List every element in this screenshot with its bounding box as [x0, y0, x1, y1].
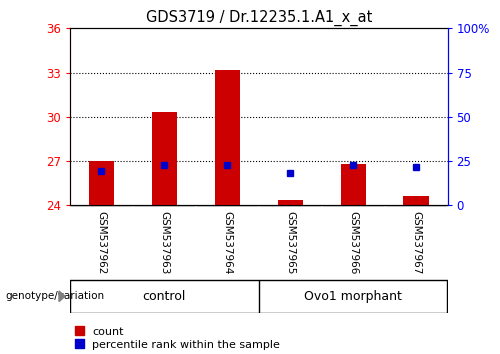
- Bar: [75, 339, 84, 348]
- Bar: [152, 113, 177, 205]
- Bar: [404, 196, 428, 205]
- Text: percentile rank within the sample: percentile rank within the sample: [92, 340, 280, 350]
- Text: Ovo1 morphant: Ovo1 morphant: [304, 290, 402, 303]
- Bar: [340, 164, 365, 205]
- Text: control: control: [142, 290, 186, 303]
- Text: genotype/variation: genotype/variation: [5, 291, 104, 301]
- Text: GSM537966: GSM537966: [348, 211, 358, 274]
- Bar: [214, 70, 240, 205]
- Bar: [89, 161, 114, 205]
- Text: GSM537965: GSM537965: [285, 211, 295, 274]
- Text: GSM537964: GSM537964: [222, 211, 232, 274]
- Title: GDS3719 / Dr.12235.1.A1_x_at: GDS3719 / Dr.12235.1.A1_x_at: [146, 9, 372, 25]
- Text: count: count: [92, 327, 124, 337]
- Bar: [75, 326, 84, 335]
- Text: GSM537962: GSM537962: [96, 211, 106, 274]
- Polygon shape: [59, 291, 65, 302]
- Text: GSM537967: GSM537967: [411, 211, 421, 274]
- Bar: [278, 200, 303, 205]
- Text: GSM537963: GSM537963: [160, 211, 170, 274]
